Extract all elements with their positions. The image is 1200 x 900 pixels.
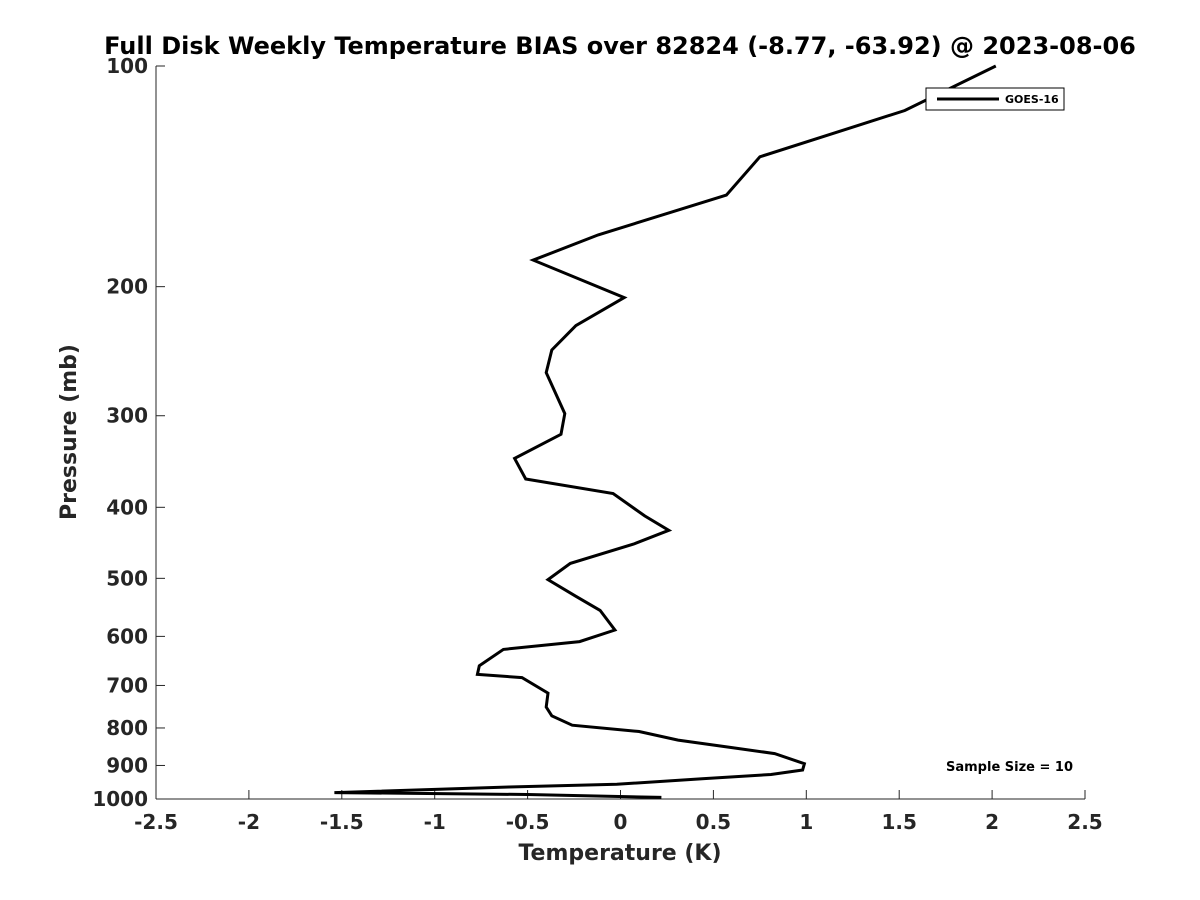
x-tick-label: -2 bbox=[238, 810, 260, 834]
plot-area bbox=[334, 64, 997, 799]
x-axis-label: Temperature (K) bbox=[518, 841, 721, 866]
x-tick-label: 2 bbox=[985, 810, 999, 834]
y-axis-label: Pressure (mb) bbox=[57, 344, 82, 520]
x-tick-label: -1 bbox=[424, 810, 446, 834]
legend: GOES-16 bbox=[925, 87, 1065, 111]
x-tick-label: -2.5 bbox=[134, 810, 178, 834]
y-tick-label: 800 bbox=[106, 716, 148, 740]
y-tick-label: 700 bbox=[106, 673, 148, 697]
y-tick-label: 300 bbox=[106, 404, 148, 428]
y-tick-label: 500 bbox=[106, 566, 148, 590]
legend-label-goes-16: GOES-16 bbox=[1005, 93, 1059, 106]
x-tick-label: -1.5 bbox=[320, 810, 364, 834]
y-tick-label: 1000 bbox=[92, 787, 148, 811]
sample-size-annotation: Sample Size = 10 bbox=[946, 760, 1073, 775]
chart-title: Full Disk Weekly Temperature BIAS over 8… bbox=[104, 32, 1136, 60]
x-tick-label: 2.5 bbox=[1067, 810, 1102, 834]
x-tick-label: 0 bbox=[614, 810, 628, 834]
x-tick-label: 0.5 bbox=[696, 810, 731, 834]
x-tick-label: 1 bbox=[799, 810, 813, 834]
series-line-goes-16 bbox=[334, 64, 997, 799]
x-tick-label: -0.5 bbox=[506, 810, 550, 834]
y-tick-label: 600 bbox=[106, 624, 148, 648]
y-tick-label: 200 bbox=[106, 275, 148, 299]
y-tick-label: 900 bbox=[106, 753, 148, 777]
y-tick-label: 100 bbox=[106, 54, 148, 78]
y-axis-ticks: 100 200 300 400 500 600 700 800 900 1000 bbox=[92, 54, 165, 811]
x-axis-ticks: -2.5 -2 -1.5 -1 -0.5 0 0.5 1 1.5 2 2.5 bbox=[134, 790, 1103, 834]
x-tick-label: 1.5 bbox=[881, 810, 916, 834]
y-tick-label: 400 bbox=[106, 495, 148, 519]
